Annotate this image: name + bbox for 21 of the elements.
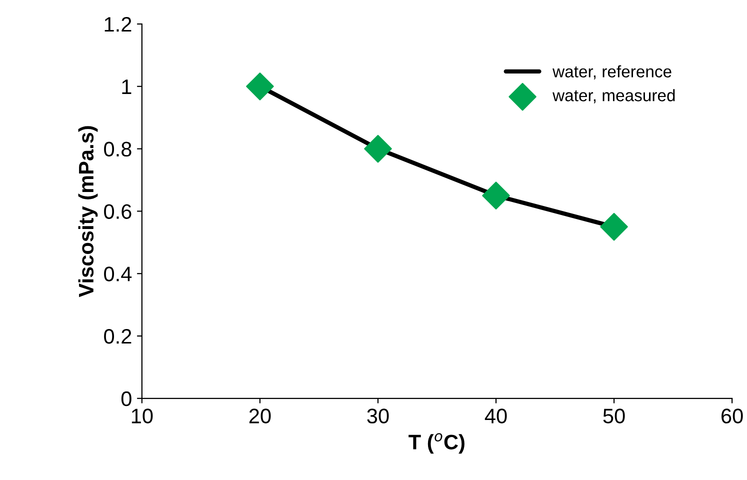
y-tick-label: 0.6 bbox=[104, 204, 132, 219]
y-tick-label: 0 bbox=[121, 391, 132, 406]
x-tick-label: 50 bbox=[603, 408, 625, 424]
x-tick-label: 60 bbox=[722, 408, 743, 424]
y-tick-label: 1.2 bbox=[104, 17, 132, 32]
point bbox=[246, 72, 274, 100]
legend-label: water, measured bbox=[552, 89, 675, 104]
point bbox=[600, 212, 628, 241]
point bbox=[364, 134, 392, 163]
y-tick-label: 0.2 bbox=[104, 329, 132, 344]
y-tick-label: 1 bbox=[122, 80, 132, 94]
x-tick-label: 20 bbox=[249, 408, 271, 424]
point bbox=[482, 182, 510, 210]
y-axis-title: Viscosity (mPa.s) bbox=[78, 126, 98, 298]
y-tick-label: 0.4 bbox=[104, 266, 132, 282]
x-axis-title: T ($^{o}$C) bbox=[408, 433, 464, 454]
x-tick-label: 40 bbox=[484, 408, 507, 424]
x-tick-label: 30 bbox=[367, 408, 389, 424]
legend-label: water, reference bbox=[552, 65, 672, 80]
x-tick-label: 10 bbox=[132, 408, 153, 424]
y-tick-label: 0.8 bbox=[104, 142, 132, 157]
